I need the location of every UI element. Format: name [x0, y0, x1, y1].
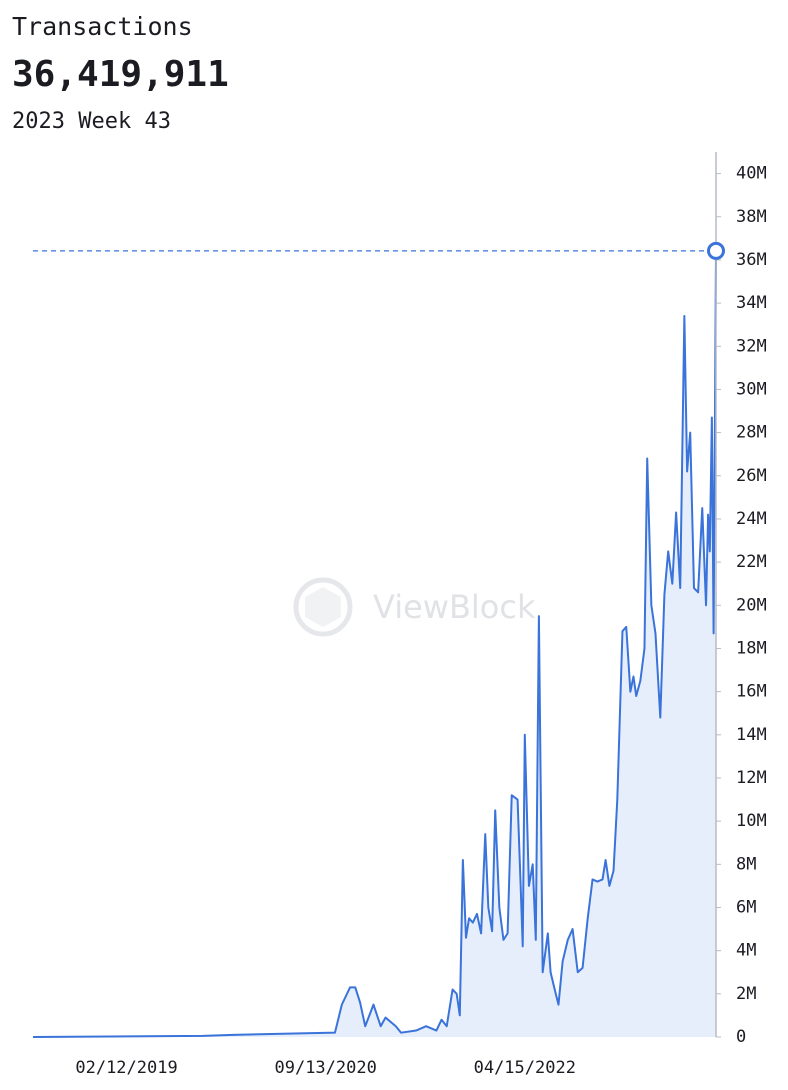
- x-tick-label: 09/13/2020: [274, 1058, 376, 1078]
- y-tick-label: 40M: [736, 164, 767, 184]
- y-tick-label: 10M: [736, 811, 767, 831]
- y-tick-label: 22M: [736, 552, 767, 572]
- watermark: ViewBlock: [373, 588, 536, 626]
- y-tick-label: 30M: [736, 379, 767, 399]
- y-tick-label: 14M: [736, 725, 767, 745]
- y-tick-label: 4M: [736, 941, 756, 961]
- y-tick-label: 28M: [736, 423, 767, 443]
- x-tick-label: 04/15/2022: [474, 1058, 576, 1078]
- y-tick-label: 36M: [736, 250, 767, 270]
- area: [33, 250, 716, 1038]
- x-tick-label: 02/12/2019: [75, 1058, 177, 1078]
- chart-title: Transactions: [12, 12, 193, 41]
- y-tick-label: 16M: [736, 682, 767, 702]
- y-tick-label: 26M: [736, 466, 767, 486]
- watermark-logo: [293, 577, 353, 637]
- highlight-value: 36,419,911: [12, 54, 229, 95]
- y-tick-label: 24M: [736, 509, 767, 529]
- y-tick-label: 38M: [736, 207, 767, 227]
- y-tick-label: 8M: [736, 854, 756, 874]
- y-tick-label: 6M: [736, 897, 756, 917]
- y-tick-label: 0: [736, 1027, 746, 1047]
- y-tick-label: 20M: [736, 595, 767, 615]
- highlight-period: 2023 Week 43: [12, 109, 171, 134]
- y-tick-label: 18M: [736, 638, 767, 658]
- y-tick-label: 32M: [736, 336, 767, 356]
- line: [32, 250, 717, 1038]
- highlight-point: [707, 241, 725, 260]
- y-tick-label: 2M: [736, 984, 756, 1004]
- y-tick-label: 34M: [736, 293, 767, 313]
- y-tick-label: 12M: [736, 768, 767, 788]
